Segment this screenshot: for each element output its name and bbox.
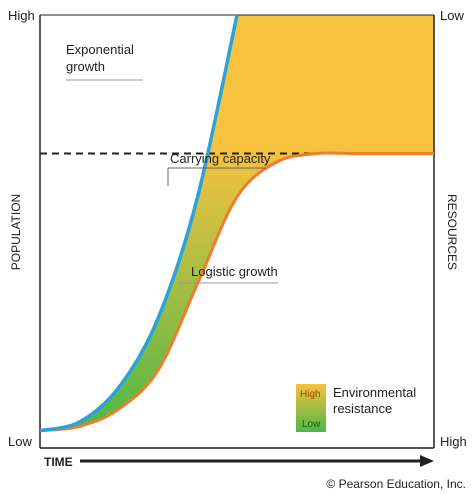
- y-axis-label-right: RESOURCES: [445, 194, 459, 270]
- y-right-high-label: High: [440, 434, 467, 449]
- legend-title-line2: resistance: [333, 401, 392, 416]
- exponential-label-line2: growth: [66, 59, 105, 74]
- logistic-growth-curve: [39, 151, 434, 433]
- x-axis-label: TIME: [44, 455, 73, 469]
- copyright-text: © Pearson Education, Inc.: [326, 477, 466, 491]
- y-left-low-label: Low: [8, 434, 32, 449]
- time-arrow-head: [420, 455, 434, 467]
- exponential-label-line1: Exponential: [66, 42, 134, 57]
- y-axis-label-left: POPULATION: [9, 194, 23, 270]
- legend-gradient-swatch: [296, 384, 326, 432]
- y-left-high-label: High: [8, 8, 35, 23]
- legend-high-label: High: [300, 389, 321, 400]
- logistic-label: Logistic growth: [191, 264, 278, 279]
- carrying-capacity-label: Carrying capacity: [170, 151, 271, 166]
- legend-low-label: Low: [302, 419, 321, 430]
- legend-title-line1: Environmental: [333, 385, 416, 400]
- environmental-resistance-area: [40, 15, 434, 431]
- y-right-low-label: Low: [440, 8, 464, 23]
- exponential-growth-curve: [39, 14, 239, 433]
